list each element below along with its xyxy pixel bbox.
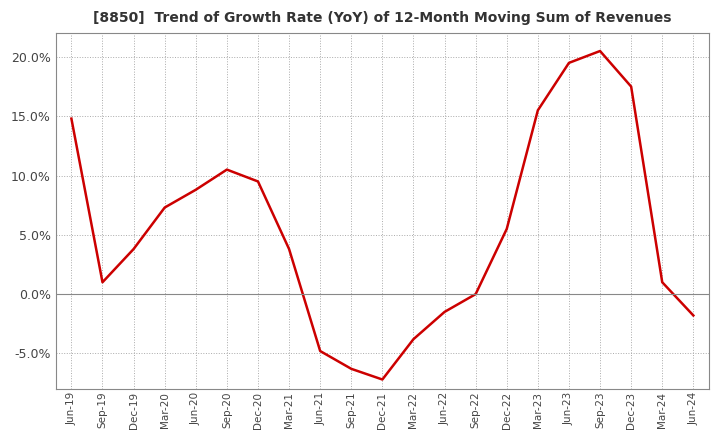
Title: [8850]  Trend of Growth Rate (YoY) of 12-Month Moving Sum of Revenues: [8850] Trend of Growth Rate (YoY) of 12-…	[93, 11, 672, 25]
